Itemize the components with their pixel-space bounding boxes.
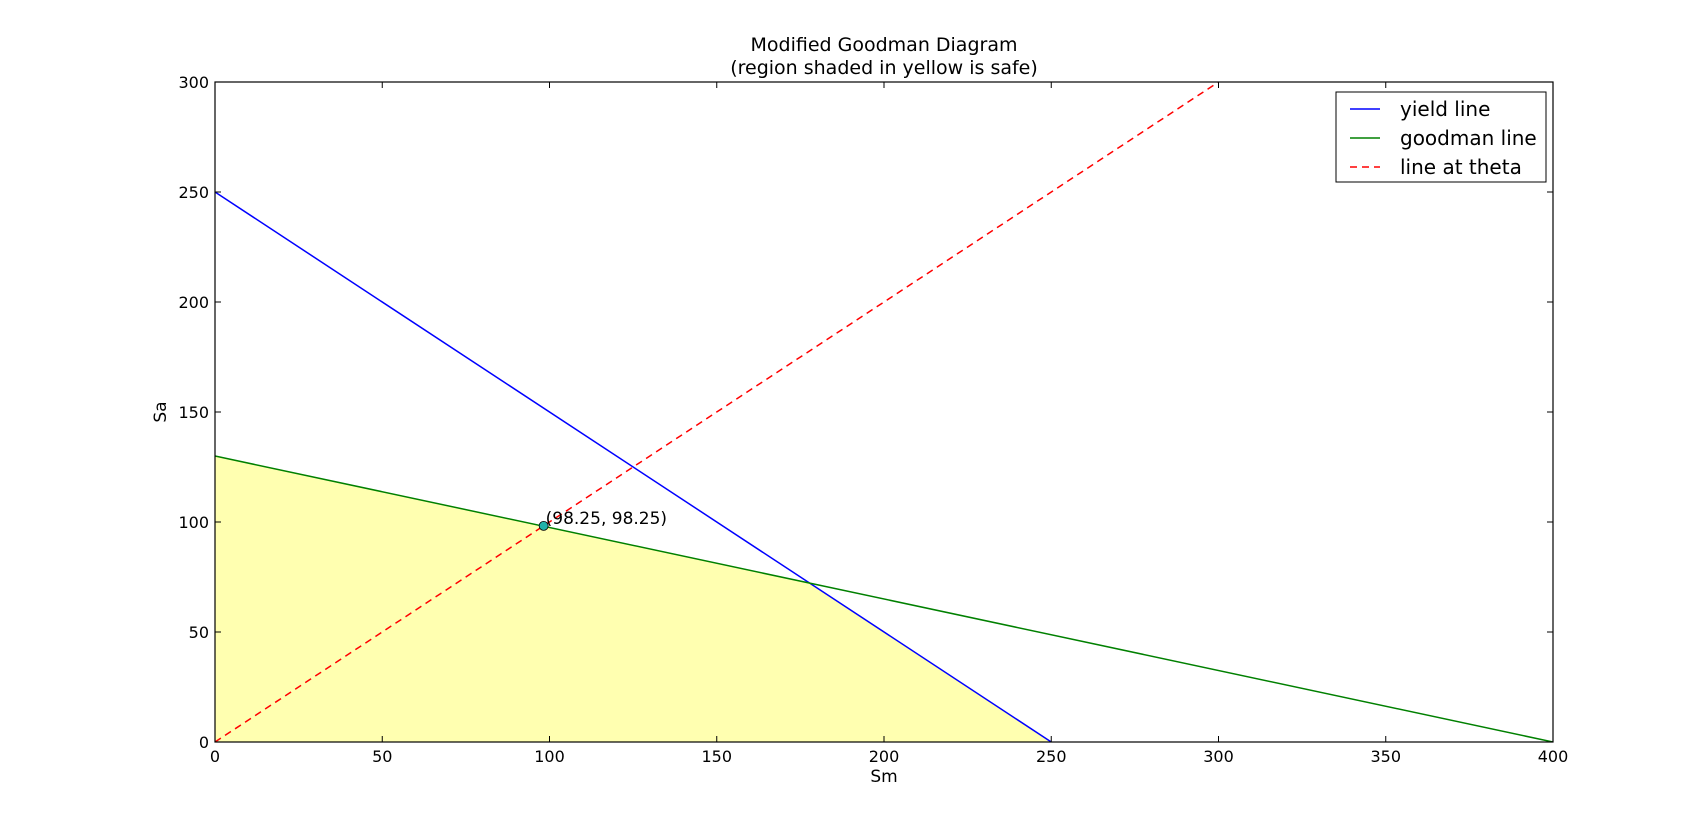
plot-frame <box>214 81 1554 743</box>
y-axis-label: Sa <box>151 401 171 422</box>
series-line-goodman-line <box>215 455 1553 742</box>
chart-title: Modified Goodman Diagram <box>751 34 1018 56</box>
safe-region-fill <box>215 456 1052 742</box>
x-tick-label: 150 <box>701 747 732 766</box>
y-tick-label: 0 <box>199 733 209 752</box>
x-tick-label: 0 <box>210 747 220 766</box>
marker-annotation: (98.25, 98.25) <box>546 509 667 529</box>
x-axis-label: Sm <box>870 767 897 787</box>
x-tick-label: 50 <box>372 747 392 766</box>
legend-label: goodman line <box>1400 126 1537 150</box>
x-tick-label: 350 <box>1370 747 1401 766</box>
legend-label: yield line <box>1400 97 1490 121</box>
legend-label: line at theta <box>1400 155 1522 179</box>
x-tick-label: 400 <box>1538 747 1569 766</box>
intersection-marker <box>538 520 549 531</box>
series-line-yield-line <box>215 191 1052 742</box>
legend: yield line goodman line line at theta <box>1335 91 1547 183</box>
chart-subtitle: (region shaded in yellow is safe) <box>730 57 1038 79</box>
x-tick-label: 300 <box>1203 747 1234 766</box>
y-tick-label: 100 <box>178 513 209 532</box>
x-tick-label: 200 <box>869 747 900 766</box>
series-line-line-at-theta <box>215 82 1219 742</box>
y-tick-label: 150 <box>178 403 209 422</box>
y-tick-label: 300 <box>178 73 209 92</box>
y-tick-label: 250 <box>178 183 209 202</box>
y-tick-label: 200 <box>178 293 209 312</box>
x-tick-label: 100 <box>534 747 565 766</box>
x-tick-label: 250 <box>1036 747 1067 766</box>
legend-box <box>1335 91 1547 183</box>
y-tick-label: 50 <box>189 623 209 642</box>
